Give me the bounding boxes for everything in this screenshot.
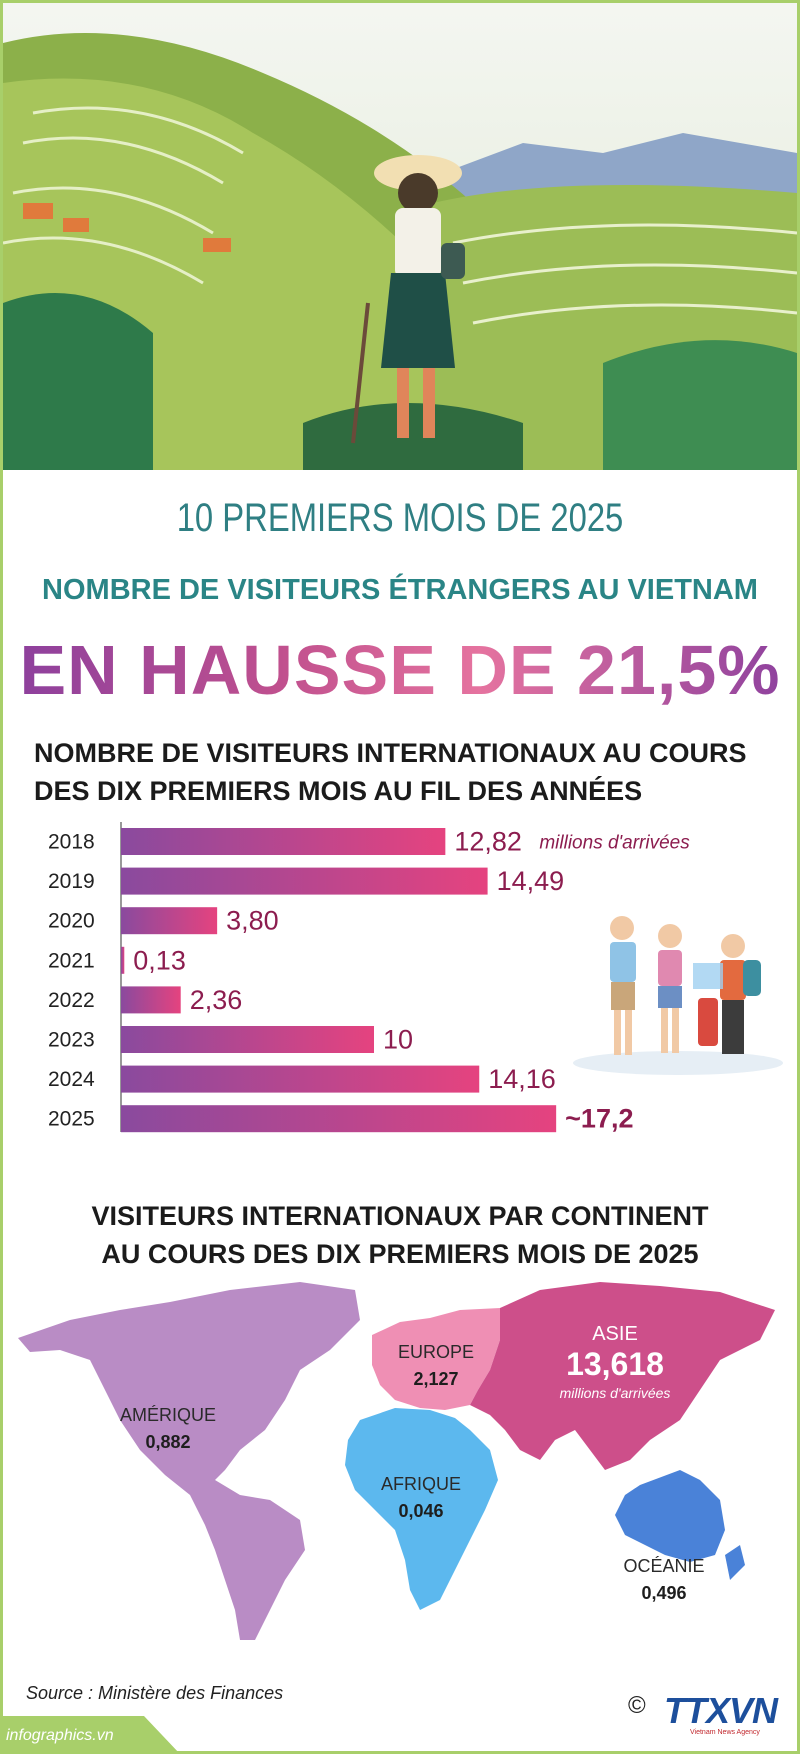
bar [121,1026,374,1053]
map-title-line-1: VISITEURS INTERNATIONAUX PAR CONTINENT [91,1201,709,1231]
period-title: 10 PREMIERS MOIS DE 2025 [176,496,624,540]
map-title: VISITEURS INTERNATIONAUX PAR CONTINENT A… [0,1197,800,1273]
hero-illustration [3,3,797,470]
bar [121,828,446,855]
value-africa: 0,046 [398,1501,444,1521]
region-asia [470,1282,775,1470]
label-america: AMÉRIQUE [119,1405,216,1425]
label-europe: EUROPE [397,1342,475,1362]
website-banner [0,1716,180,1754]
label-africa: AFRIQUE [380,1474,461,1494]
label-oceania: OCÉANIE [623,1556,705,1576]
unit-label: millions d'arrivées [539,833,690,854]
value-label: 12,82 [454,827,522,857]
bar [121,907,218,935]
year-label: 2022 [48,989,95,1012]
region-africa [345,1408,498,1610]
bar [121,1105,557,1133]
bar [121,946,125,974]
copyright-symbol: © [628,1692,646,1719]
region-oceania [615,1470,725,1562]
website-link[interactable]: infographics.vn [6,1727,114,1744]
label-asia: ASIE [592,1323,638,1345]
year-label: 2019 [48,870,95,893]
value-label: 10 [383,1025,413,1055]
bar-chart: 2018 12,82 millions d'arrivées 2019 14,49 202… [48,822,690,1134]
subtitle: NOMBRE DE VISITEURS ÉTRANGERS AU VIETNAM [42,574,758,606]
value-label: ~17,2 [565,1104,633,1134]
map-title-line-2: AU COURS DES DIX PREMIERS MOIS DE 2025 [101,1239,699,1269]
year-label: 2024 [48,1068,95,1091]
year-label: 2021 [48,949,95,972]
value-label: 3,80 [226,906,279,936]
new-zealand-shape [725,1545,745,1580]
value-europe: 2,127 [413,1369,459,1389]
tourists-illustration [573,916,783,1075]
value-label: 14,49 [497,866,565,896]
bar-chart-title: NOMBRE DE VISITEURS INTERNATIONAUX AU CO… [34,734,774,810]
bar [121,867,488,895]
year-label: 2023 [48,1029,95,1052]
region-america [18,1282,360,1640]
value-america: 0,882 [145,1432,191,1452]
value-asia: 13,618 [566,1346,664,1382]
bar [121,986,181,1014]
unit-asia: millions d'arrivées [559,1385,671,1401]
region-europe [372,1308,500,1410]
bar [121,1065,480,1093]
year-label: 2025 [48,1108,95,1131]
year-label: 2020 [48,910,95,933]
world-map [18,1282,775,1640]
value-label: 2,36 [190,985,243,1015]
value-label: 14,16 [488,1064,556,1094]
value-oceania: 0,496 [641,1583,687,1603]
bar-chart-title-line-2: DES DIX PREMIERS MOIS AU FIL DES ANNÉES [34,776,643,806]
source-note: Source : Ministère des Finances [26,1683,284,1703]
ttxvn-logo: TTXVN [664,1690,778,1731]
value-label: 0,13 [133,945,186,975]
ttxvn-logo-subtitle: Vietnam News Agency [690,1729,760,1736]
year-label: 2018 [48,831,95,854]
headline: EN HAUSSE DE 21,5% [0,630,800,710]
bar-chart-title-line-1: NOMBRE DE VISITEURS INTERNATIONAUX AU CO… [34,738,747,768]
